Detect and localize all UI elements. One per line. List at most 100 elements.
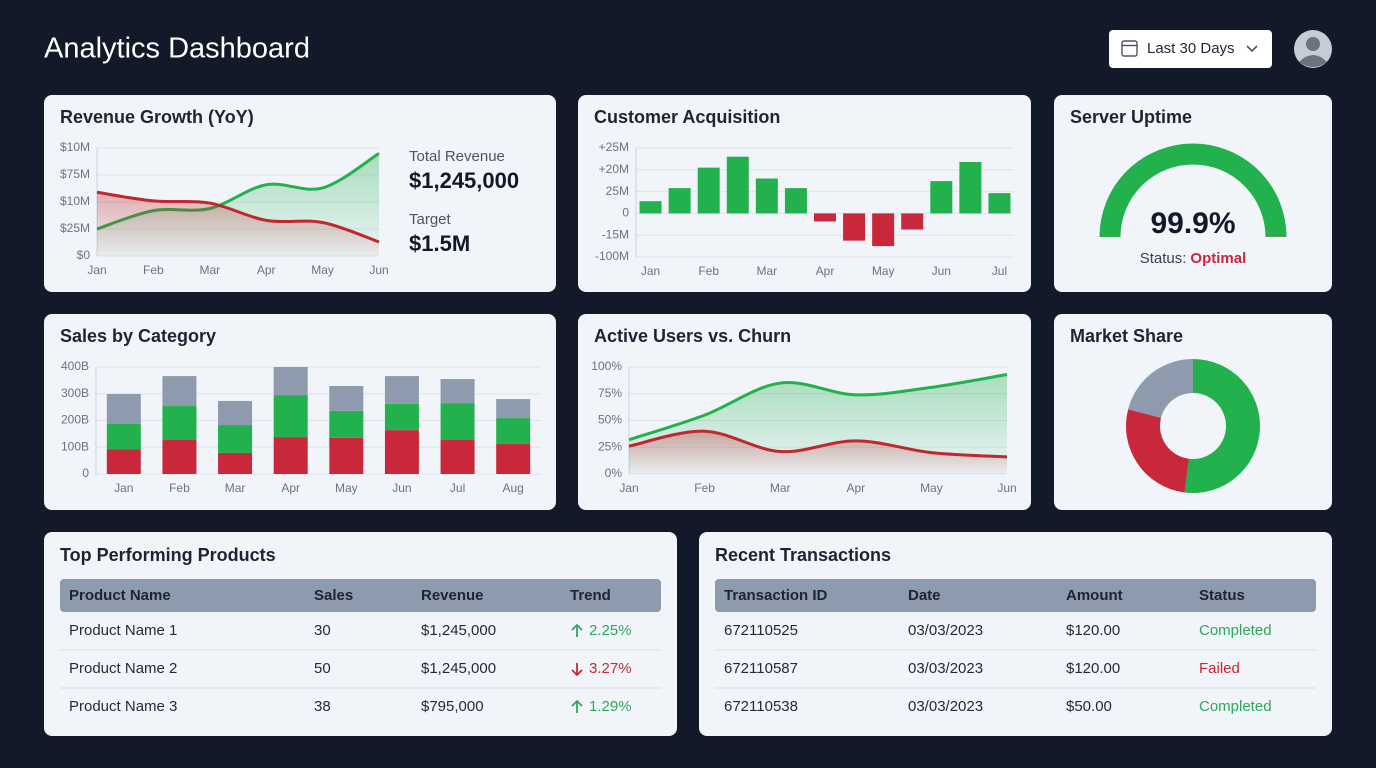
y-tick-label: -100M	[595, 249, 629, 263]
bar	[639, 201, 662, 214]
avatar[interactable]	[1294, 30, 1332, 68]
y-tick-label: +20M	[599, 162, 629, 176]
x-tick-label: Jul	[992, 264, 1007, 278]
table-cell: 38	[314, 698, 331, 715]
table-cell: 03/03/2023	[908, 698, 983, 715]
x-tick-label: Feb	[698, 264, 719, 278]
bar-segment	[106, 449, 141, 474]
card	[1054, 95, 1332, 292]
bar-segment	[329, 385, 364, 411]
table-cell: 672110525	[724, 622, 798, 639]
y-tick-label: 50%	[598, 413, 622, 427]
dropdown-box[interactable]	[1109, 30, 1272, 68]
bar	[872, 213, 895, 247]
x-tick-label: Jan	[87, 263, 106, 277]
table-cell: $50.00	[1066, 698, 1112, 715]
x-tick-label: May	[335, 481, 358, 495]
table-cell: 03/03/2023	[908, 660, 983, 677]
y-tick-label: $75M	[60, 167, 90, 181]
table-cell: 3.27%	[589, 660, 632, 677]
card-title: Recent Transactions	[715, 545, 891, 565]
x-tick-label: Apr	[816, 264, 835, 278]
status-label: Status:	[1140, 250, 1187, 267]
gauge-value: 99.9%	[1150, 207, 1235, 240]
y-tick-label: 100B	[61, 439, 89, 453]
bar	[726, 156, 749, 214]
stat-value: $1,245,000	[409, 168, 519, 193]
arrow-up-icon	[571, 699, 583, 713]
y-tick-label: $0	[77, 248, 91, 262]
bar	[901, 213, 924, 230]
x-tick-label: Apr	[257, 263, 276, 277]
bar-segment	[329, 410, 364, 438]
bar-segment	[496, 399, 531, 419]
x-tick-label: Jan	[641, 264, 660, 278]
y-tick-label: 300B	[61, 386, 89, 400]
bar-segment	[273, 437, 308, 474]
y-tick-label: $25M	[60, 221, 90, 235]
table-cell: 1.29%	[589, 698, 632, 715]
card	[1054, 314, 1332, 510]
table-cell: $1,245,000	[421, 622, 496, 639]
table-header	[60, 579, 661, 612]
y-tick-label: 100%	[591, 359, 622, 373]
x-tick-label: Feb	[694, 481, 715, 495]
y-tick-label: 0	[622, 206, 629, 220]
table-cell: $120.00	[1066, 622, 1120, 639]
bar	[988, 193, 1011, 214]
date-filter[interactable]: Last 30 Days	[1109, 30, 1272, 68]
line	[628, 429, 1008, 459]
line	[96, 190, 380, 244]
bar-segment	[218, 425, 253, 453]
x-tick-label: Mar	[757, 264, 778, 278]
bar	[668, 188, 691, 214]
status-value: Optimal	[1190, 250, 1246, 267]
x-tick-label: Feb	[143, 263, 164, 277]
bar-segment	[384, 376, 419, 404]
bar-segment	[496, 418, 531, 445]
card-title: Top Performing Products	[60, 545, 276, 565]
dropdown-label[interactable]: Last 30 Days	[1147, 40, 1235, 57]
avatar-head	[1306, 37, 1320, 51]
bar-segment	[440, 379, 475, 404]
bar-segment	[440, 440, 475, 474]
card-title: Server Uptime	[1070, 107, 1192, 127]
card-title: Active Users vs. Churn	[594, 326, 791, 346]
x-tick-label: Apr	[281, 481, 300, 495]
stat-label: Target	[409, 211, 452, 228]
card-title: Revenue Growth (YoY)	[60, 107, 254, 127]
bar-segment	[273, 367, 308, 396]
bar	[697, 167, 720, 214]
donut-segment	[1128, 359, 1193, 418]
x-tick-label: Apr	[846, 481, 865, 495]
bar-segment	[106, 423, 141, 450]
x-tick-label: Jun	[997, 481, 1016, 495]
card-title: Market Share	[1070, 326, 1183, 346]
x-tick-label: Jan	[114, 481, 133, 495]
y-tick-label: +25M	[599, 140, 629, 154]
bar	[784, 188, 807, 214]
table-cell: Failed	[1199, 660, 1240, 677]
x-tick-label: Mar	[225, 481, 246, 495]
stat-value: $1.5M	[409, 231, 470, 256]
table-cell: $1,245,000	[421, 660, 496, 677]
table-cell: Completed	[1199, 622, 1272, 639]
table-header	[715, 579, 1316, 612]
bar-segment	[106, 394, 141, 424]
bar	[814, 213, 836, 222]
y-tick-label: 0%	[605, 466, 623, 480]
table-cell: 672110587	[724, 660, 798, 677]
y-tick-label: 25M	[606, 184, 629, 198]
x-tick-label: Feb	[169, 481, 190, 495]
column-header: Transaction ID	[724, 587, 828, 604]
table-cell: Product Name 2	[69, 660, 177, 677]
x-tick-label: May	[311, 263, 334, 277]
x-tick-label: Mar	[770, 481, 791, 495]
column-header: Amount	[1066, 587, 1123, 604]
y-tick-label: 200B	[61, 413, 89, 427]
stat-label: Total Revenue	[409, 148, 505, 165]
line	[628, 373, 1008, 442]
area	[97, 192, 379, 256]
chevron-icon	[1246, 45, 1258, 53]
